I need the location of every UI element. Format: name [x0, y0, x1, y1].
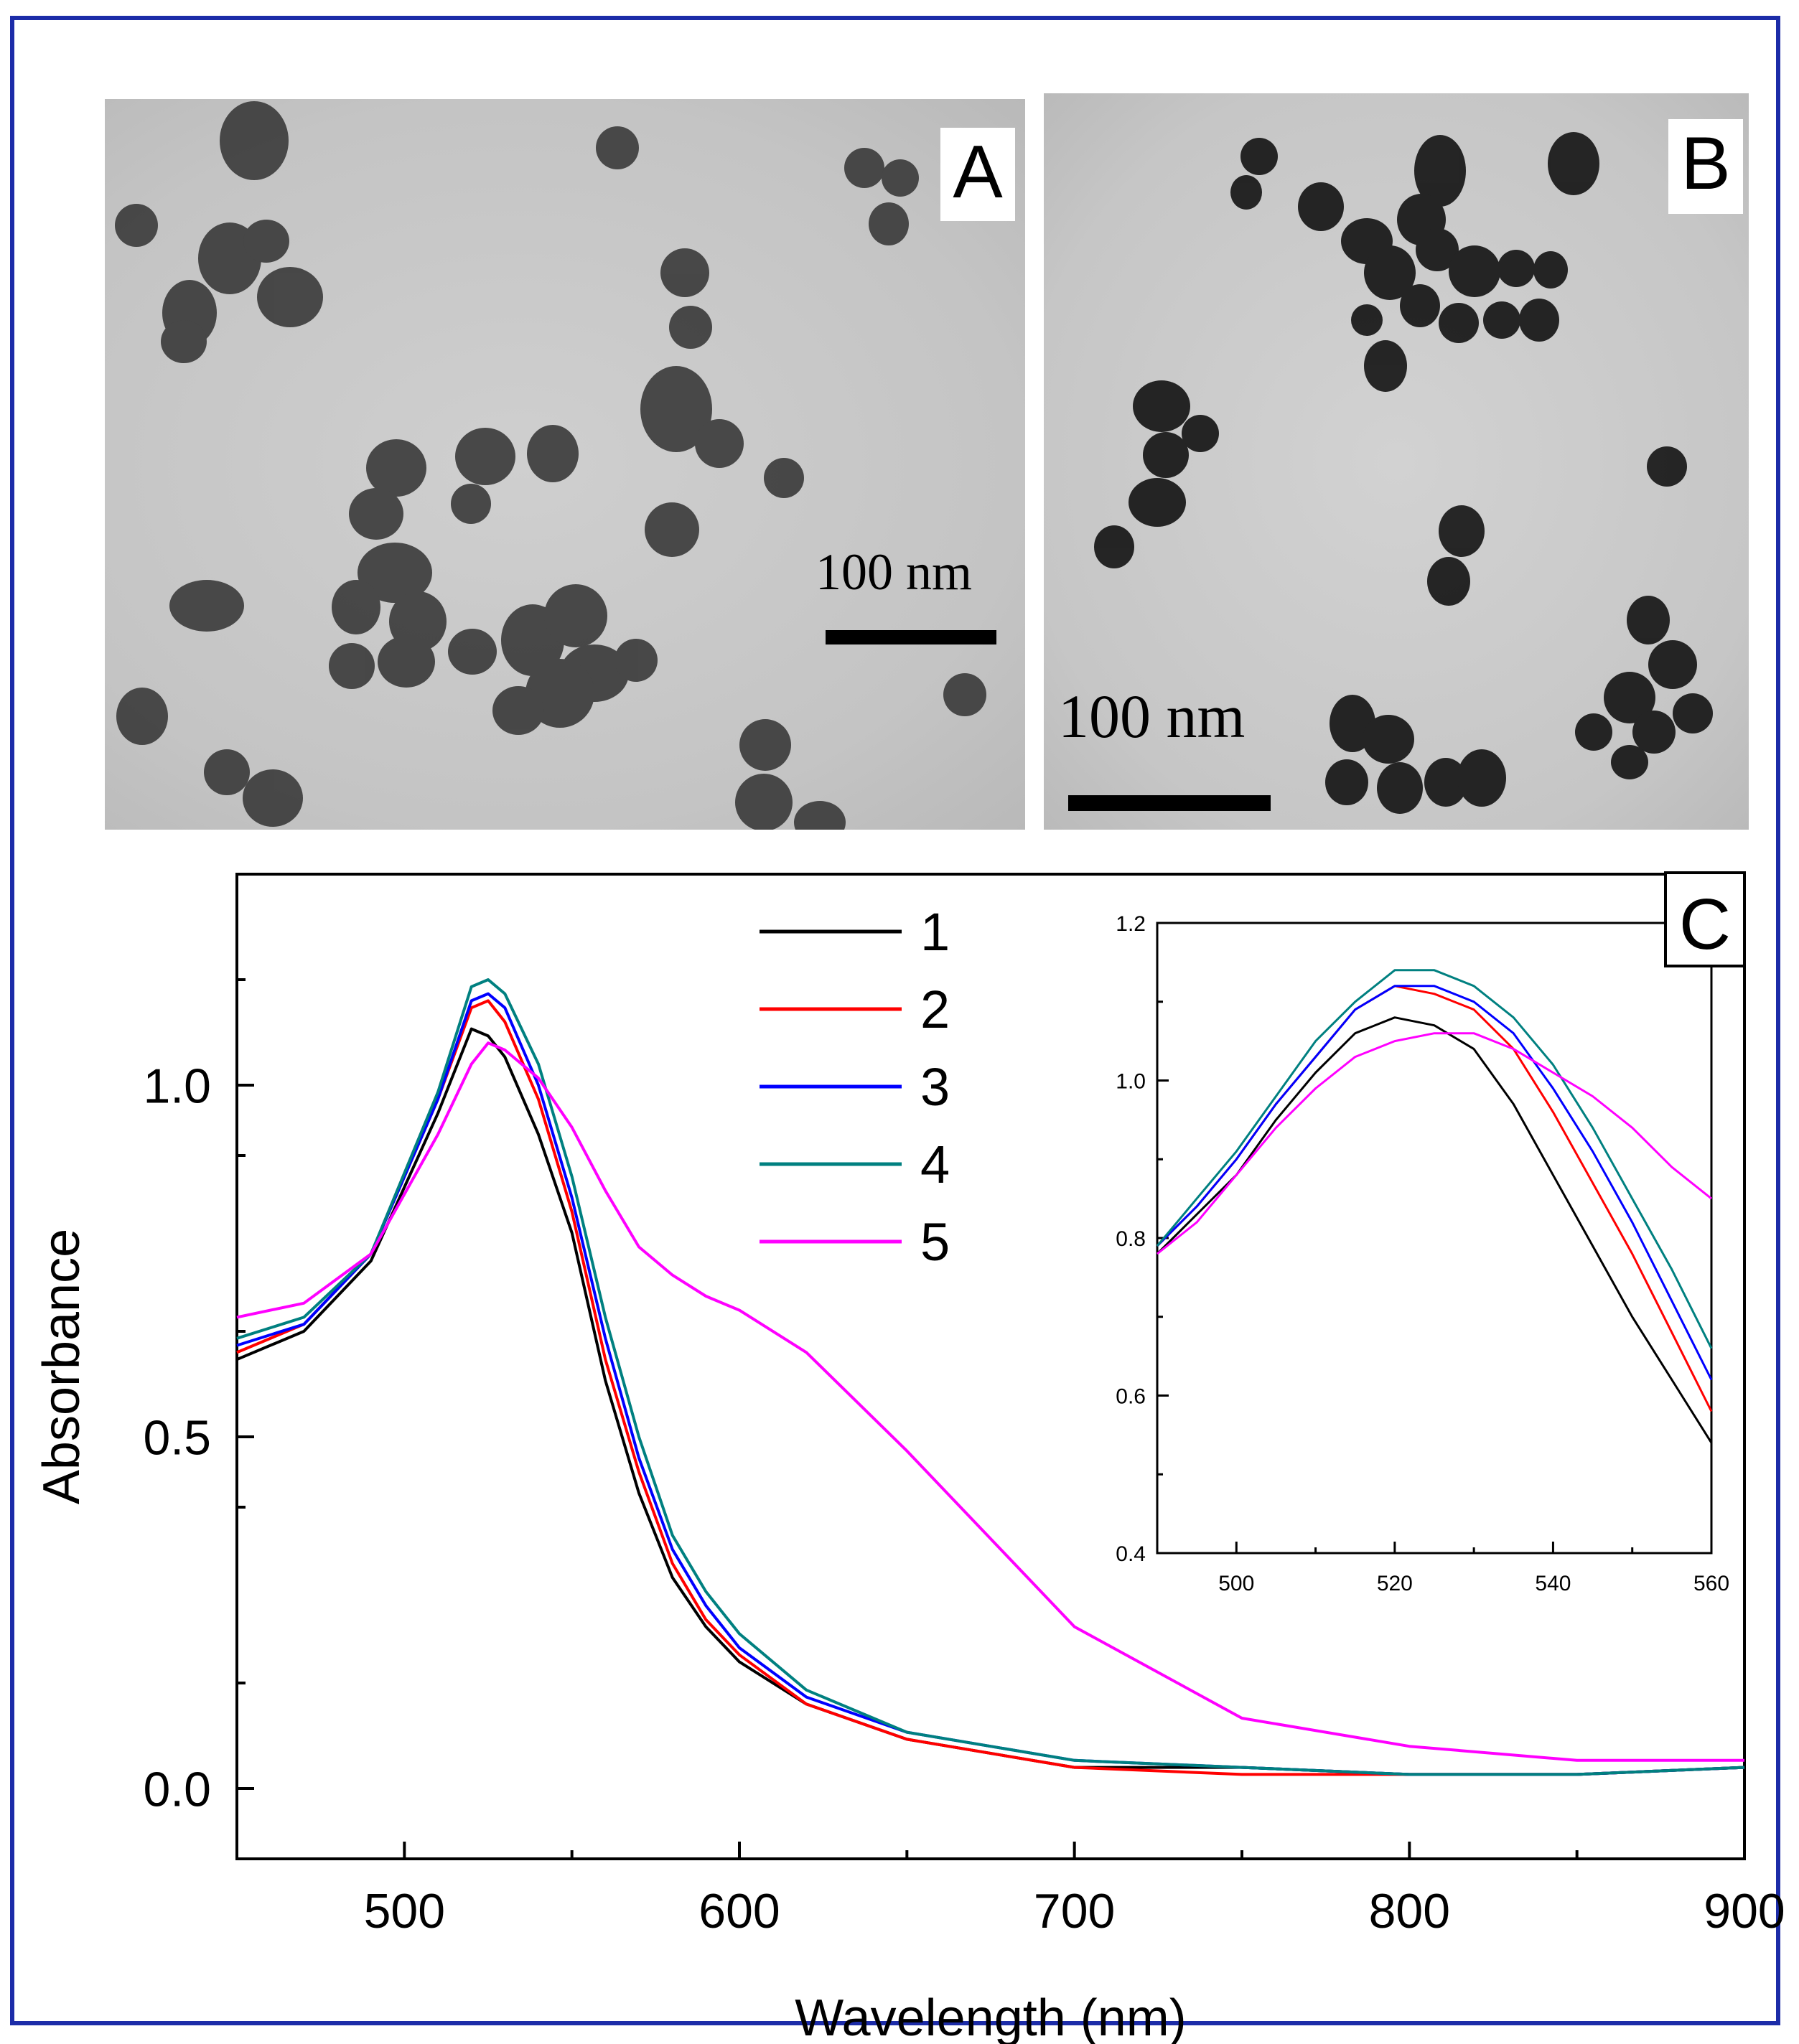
main-y-axis-title: Absorbance — [33, 1229, 90, 1504]
inset-ytick-label: 1.2 — [1116, 912, 1146, 936]
main-series-line-4 — [236, 978, 1745, 1776]
main-x-axis-title: Wavelength (nm) — [795, 1989, 1187, 2044]
scale-bar-b-label: 100 nm — [1058, 682, 1246, 751]
tem-image-b: B 100 nm — [1044, 93, 1749, 830]
legend: 1 2 3 4 5 — [760, 902, 950, 1272]
panel-a-label: A — [940, 128, 1015, 221]
main-xtick-label: 800 — [1369, 1884, 1450, 1938]
legend-label-4: 4 — [920, 1135, 950, 1194]
main-ytick-label: 0.0 — [143, 1762, 211, 1816]
tem-image-a: A 100 nm — [105, 99, 1025, 830]
legend-label-3: 3 — [920, 1057, 950, 1117]
inset-ytick-label: 0.6 — [1116, 1384, 1146, 1408]
inset-series-line-3 — [1156, 985, 1713, 1381]
main-xtick-label: 500 — [364, 1884, 445, 1938]
legend-label-5: 5 — [920, 1212, 950, 1272]
inset-ytick-label: 0.4 — [1116, 1542, 1146, 1566]
panel-c-label-box — [1664, 871, 1746, 967]
inset-xtick-label: 560 — [1693, 1572, 1729, 1595]
inset-xtick-label: 520 — [1377, 1572, 1413, 1595]
main-xtick-label: 600 — [698, 1884, 780, 1938]
main-ytick-label: 1.0 — [143, 1059, 211, 1113]
main-xtick-label: 900 — [1704, 1884, 1785, 1938]
inset-ytick-label: 0.8 — [1116, 1227, 1146, 1251]
nanoparticles-b — [1094, 132, 1713, 814]
inset-series-line-4 — [1156, 969, 1713, 1349]
inset-plot-frame — [1156, 922, 1713, 1555]
panel-c-label: C — [1679, 884, 1731, 965]
main-xtick-label: 700 — [1034, 1884, 1115, 1938]
inset-chart: 500 520 540 560 0.4 0.6 0.8 1.0 1.2 — [1116, 912, 1729, 1595]
scale-bar-a — [826, 630, 996, 644]
main-series-line-1 — [236, 1027, 1745, 1776]
main-series-line-2 — [236, 999, 1745, 1776]
inset-series-line-2 — [1156, 985, 1713, 1412]
main-series-line-5 — [236, 1041, 1744, 1762]
main-plot-frame — [235, 873, 1746, 1860]
inset-xtick-label: 540 — [1535, 1572, 1571, 1595]
main-ytick-label: 0.5 — [143, 1410, 211, 1465]
scale-bar-a-label: 100 nm — [816, 543, 973, 601]
scale-bar-b — [1068, 795, 1271, 811]
inset-xtick-label: 500 — [1218, 1572, 1254, 1595]
nanoparticles-a — [115, 101, 986, 830]
legend-label-2: 2 — [920, 980, 950, 1039]
inset-series-line-1 — [1156, 1016, 1713, 1444]
inset-ytick-label: 1.0 — [1116, 1069, 1146, 1093]
inset-series-line-5 — [1156, 1032, 1712, 1255]
legend-label-1: 1 — [920, 902, 950, 962]
panel-b-label: B — [1668, 119, 1743, 214]
main-chart: 500 600 700 800 900 0.0 0.5 1.0 Wavelength (nm) A… — [33, 873, 1785, 2044]
